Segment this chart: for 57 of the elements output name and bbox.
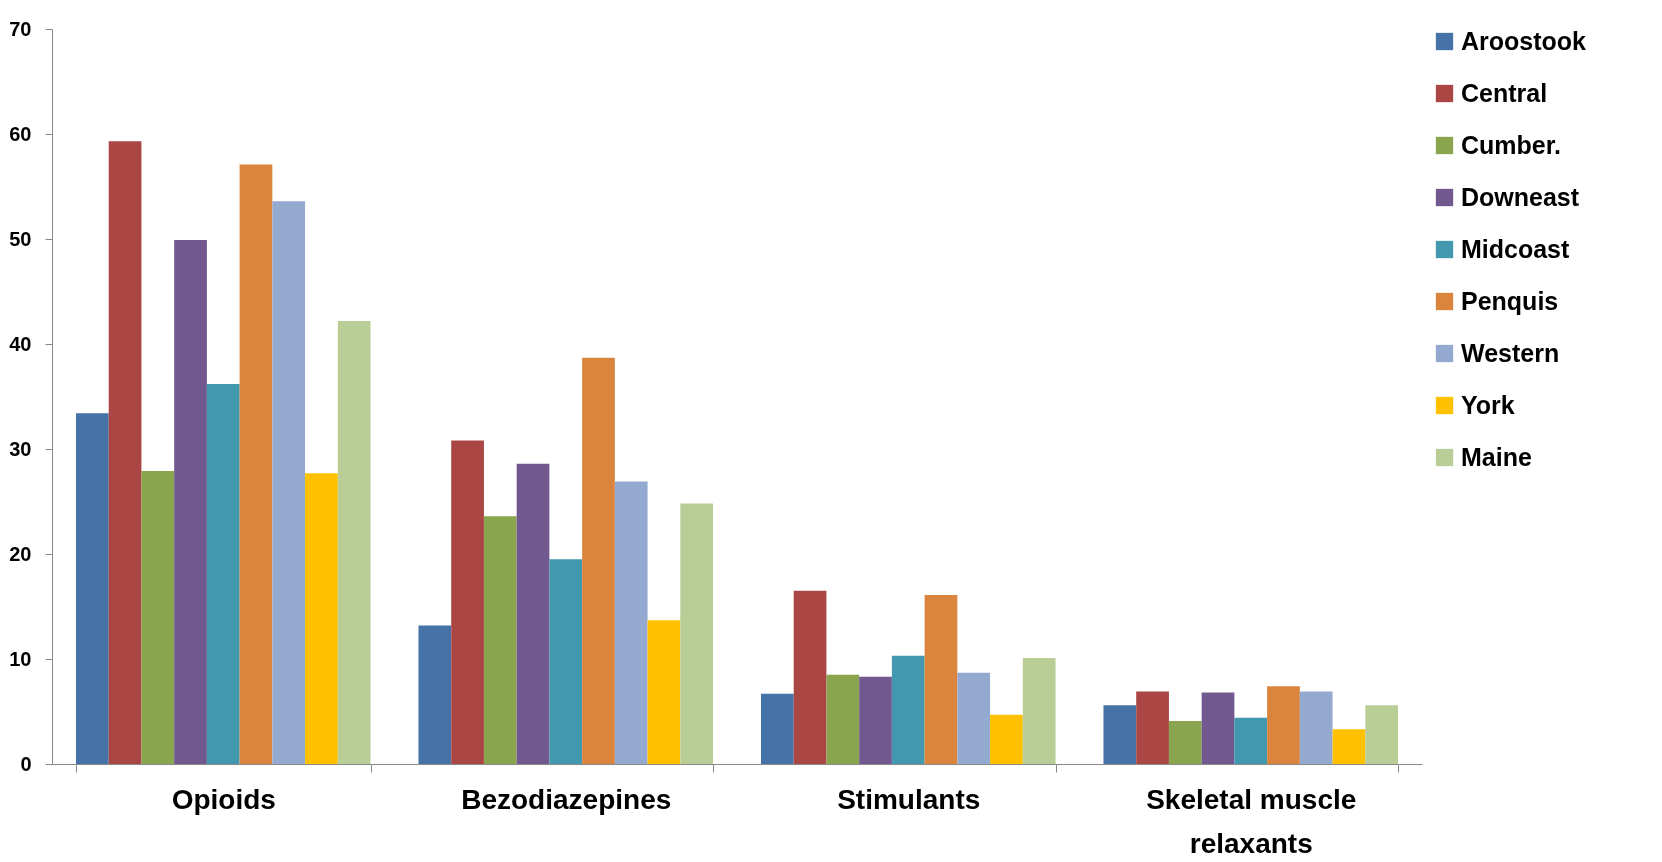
y-tick-label: 0 — [20, 752, 32, 775]
bar — [418, 625, 452, 764]
bar — [1365, 705, 1399, 764]
bar — [826, 674, 860, 764]
bar — [1332, 729, 1366, 764]
legend-label: Penquis — [1461, 286, 1559, 315]
bar — [1234, 717, 1268, 764]
bar — [108, 141, 142, 764]
bar — [859, 676, 892, 764]
y-tick-label: 40 — [9, 332, 32, 355]
bar — [891, 655, 925, 764]
bar — [760, 693, 794, 764]
y-tick-label: 30 — [9, 437, 32, 460]
x-tick-label: Opioids — [171, 783, 276, 815]
bar — [1267, 686, 1300, 764]
bar — [582, 357, 615, 764]
bar — [957, 672, 991, 764]
bar — [1022, 657, 1056, 764]
bar — [990, 714, 1023, 764]
legend-label: Aroostook — [1461, 26, 1587, 55]
bar — [1136, 691, 1169, 764]
bar — [75, 413, 109, 764]
bar — [239, 164, 273, 764]
bar — [1103, 705, 1137, 764]
bar — [174, 240, 207, 764]
bar — [272, 201, 306, 764]
legend-label: Maine — [1461, 442, 1532, 471]
x-tick-label: Skeletal muscle relaxants — [1146, 783, 1357, 859]
legend-label: Western — [1461, 338, 1560, 367]
legend-label: Central — [1461, 78, 1548, 107]
bar — [516, 463, 550, 764]
legend-label: Downeast — [1461, 182, 1580, 211]
bar — [549, 559, 583, 764]
y-tick-label: 50 — [9, 227, 32, 250]
bar — [206, 383, 240, 764]
bar — [451, 440, 484, 764]
y-tick-label: 20 — [9, 542, 32, 565]
bar — [1201, 692, 1235, 764]
legend-label: Midcoast — [1461, 234, 1571, 263]
y-tick-label: 10 — [9, 647, 32, 670]
bar — [924, 594, 958, 764]
bar — [1168, 720, 1202, 764]
x-tick-label: Bezodiazepines — [461, 783, 672, 815]
y-tick-label: 60 — [9, 122, 32, 145]
legend-label: Cumber. — [1461, 130, 1562, 159]
bar — [141, 471, 175, 764]
legend-label: York — [1461, 390, 1515, 419]
y-tick-label: 70 — [9, 17, 32, 40]
x-tick-label: Stimulants — [837, 783, 981, 815]
bar — [680, 503, 714, 764]
bar — [337, 320, 371, 764]
bar — [647, 620, 681, 764]
bar — [1299, 691, 1333, 764]
bar — [793, 590, 827, 764]
bar — [614, 481, 648, 764]
bar — [305, 473, 338, 764]
bar — [483, 516, 517, 764]
